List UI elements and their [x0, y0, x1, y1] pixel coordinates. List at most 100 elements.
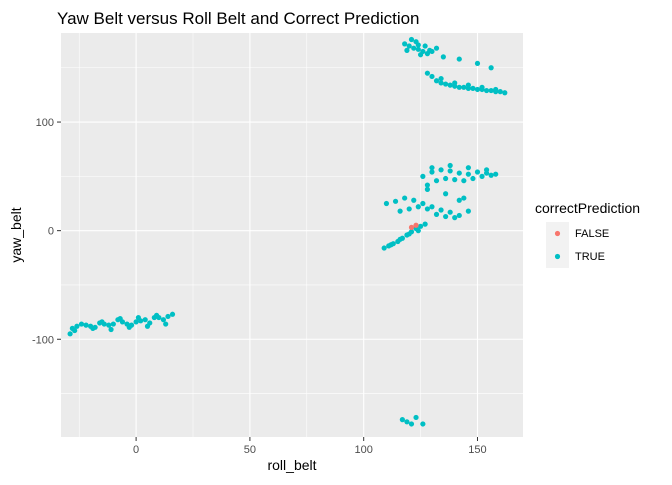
point-true [169, 311, 176, 317]
point-true [465, 208, 471, 214]
point-true [404, 47, 410, 53]
point-true [440, 54, 446, 60]
point-true [135, 314, 141, 321]
point-true [438, 80, 444, 86]
point-true [392, 198, 399, 204]
point-true [438, 207, 444, 213]
point-true [433, 45, 440, 51]
point-true [465, 165, 471, 171]
point-false [413, 222, 419, 228]
axis-ticks: 0 50 100 150 -100 0 100 [32, 117, 487, 456]
point-true [443, 213, 449, 220]
point-true [117, 316, 123, 322]
point-true [483, 87, 490, 94]
y-tick-label: 100 [36, 117, 54, 129]
point-true [408, 421, 415, 427]
point-true [502, 90, 508, 96]
point-true [438, 167, 444, 173]
point-true [447, 168, 453, 174]
point-true [411, 197, 417, 203]
point-true [470, 175, 476, 182]
point-true [443, 81, 449, 87]
point-true [452, 177, 458, 183]
point-true [461, 195, 467, 201]
point-true [383, 200, 390, 207]
point-true [406, 43, 412, 49]
point-true [424, 182, 431, 188]
point-true [456, 212, 462, 219]
point-true [133, 319, 139, 325]
point-true [106, 322, 112, 328]
point-true [90, 325, 96, 331]
point-true [78, 321, 85, 327]
point-true [456, 56, 462, 62]
y-tick-label: -100 [32, 334, 54, 346]
point-true [404, 419, 410, 425]
point-true [483, 167, 490, 173]
point-true [108, 326, 114, 333]
point-true [420, 200, 426, 207]
point-true [415, 204, 421, 210]
chart-title: Yaw Belt versus Roll Belt and Correct Pr… [57, 9, 420, 28]
legend-title: correctPrediction [535, 200, 640, 216]
point-true [424, 206, 431, 212]
point-true [153, 312, 160, 318]
point-true [163, 321, 169, 327]
plot-panel [61, 33, 523, 437]
legend-swatch-false [554, 230, 561, 237]
grid-lines [61, 33, 523, 437]
point-true [406, 206, 412, 212]
point-true [443, 175, 449, 182]
point-true [493, 171, 499, 177]
point-true [399, 417, 405, 423]
point-true [420, 173, 426, 179]
point-true [415, 42, 421, 48]
legend-label-true: TRUE [575, 251, 605, 263]
point-true [474, 86, 481, 93]
point-true [479, 84, 485, 90]
point-true [388, 242, 394, 248]
point-true [479, 173, 485, 179]
point-true [438, 76, 444, 82]
point-true [429, 48, 435, 55]
point-true [397, 208, 403, 214]
legend-label-false: FALSE [575, 228, 609, 240]
x-tick-label: 50 [244, 444, 256, 456]
point-true [126, 324, 132, 330]
point-true [433, 178, 440, 184]
point-true [461, 84, 467, 90]
point-true [429, 73, 435, 80]
point-true [72, 327, 78, 334]
point-true [411, 45, 417, 51]
point-true [456, 170, 462, 176]
x-tick-label: 0 [133, 444, 139, 456]
point-true [424, 70, 431, 76]
point-true [452, 80, 458, 86]
point-true [402, 41, 408, 47]
point-true [165, 313, 171, 320]
point-true [160, 317, 167, 323]
point-true [422, 43, 428, 49]
point-true [99, 319, 105, 325]
point-true [456, 84, 462, 90]
point-true [402, 195, 408, 201]
point-true [142, 317, 148, 323]
point-true [420, 421, 426, 427]
point-true [83, 322, 89, 328]
point-true [67, 331, 73, 337]
x-tick-label: 150 [468, 444, 486, 456]
point-true [474, 60, 481, 67]
point-true [452, 215, 458, 221]
point-true [493, 86, 499, 93]
point-true [447, 82, 453, 88]
legend-swatch-true [554, 253, 561, 260]
point-true [433, 211, 440, 217]
point-true [429, 165, 435, 171]
point-true [465, 82, 471, 88]
y-tick-label: 0 [48, 226, 54, 238]
point-true [424, 186, 431, 192]
point-true [447, 162, 453, 169]
point-true [429, 169, 435, 175]
point-true [488, 87, 494, 94]
